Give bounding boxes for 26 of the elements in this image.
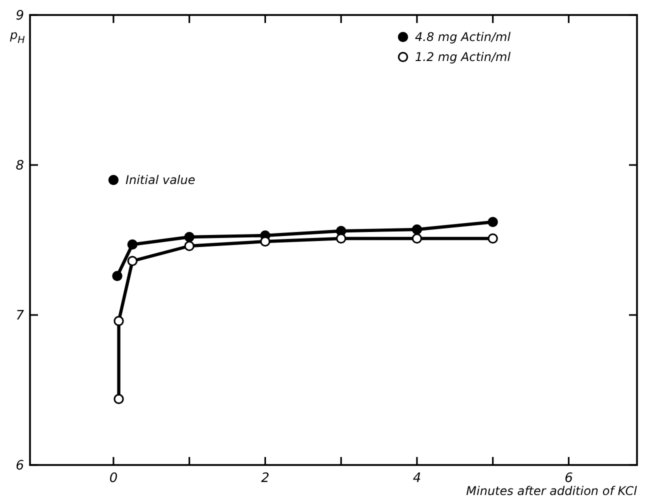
point: [114, 316, 124, 326]
point: [127, 256, 138, 266]
annotation: Initial value: [125, 173, 196, 188]
x-tick-label: 6: [564, 471, 573, 486]
point: [412, 233, 422, 244]
point: [114, 394, 124, 404]
y-tick-label: 8: [16, 158, 24, 174]
y-axis-title: p$_{H}$: [9, 28, 25, 46]
legend-label: 1.2 mg Actin/ml: [415, 50, 512, 64]
y-tick-label: 6: [16, 458, 24, 474]
x-tick-label: 2: [261, 471, 270, 486]
point: [412, 224, 422, 235]
point: [184, 232, 194, 242]
y-tick-label: 9: [16, 8, 24, 24]
point: [488, 216, 498, 228]
x-axis-title: Minutes after addition of KCl: [466, 484, 638, 498]
x-tick-label: 4: [412, 471, 422, 486]
point: [112, 270, 122, 282]
point: [127, 239, 138, 250]
point: [108, 174, 119, 186]
point: [336, 233, 346, 244]
point: [488, 233, 498, 244]
legend-label: 4.8 mg Actin/ml: [415, 30, 512, 44]
x-tick-label: 0: [109, 471, 118, 486]
y-tick-label: 7: [16, 308, 25, 324]
point: [184, 240, 194, 252]
